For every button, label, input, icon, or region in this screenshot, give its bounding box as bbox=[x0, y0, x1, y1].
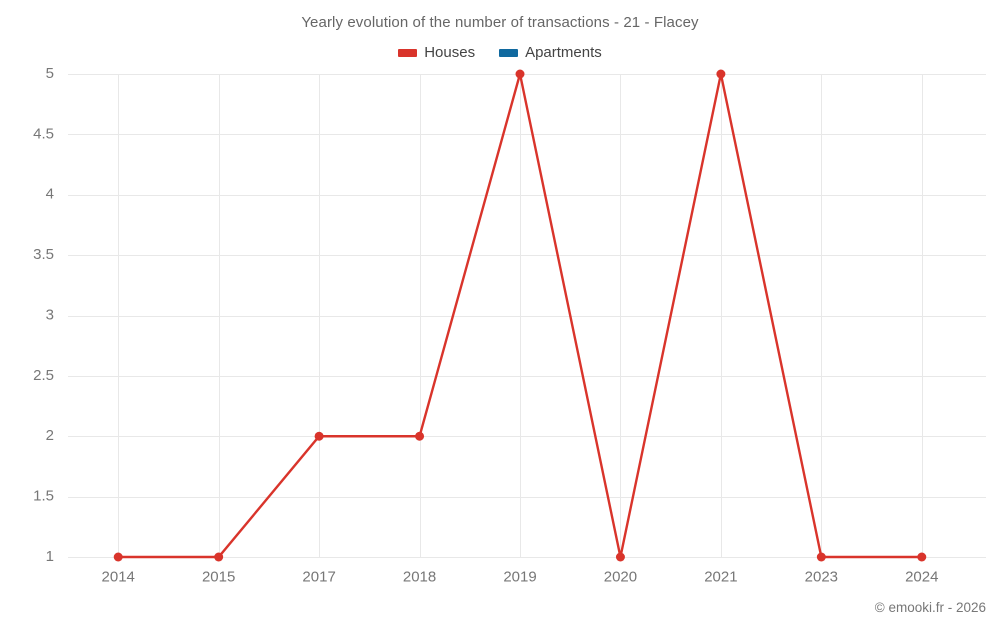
data-point-houses-2015[interactable] bbox=[214, 552, 224, 562]
data-point-houses-2017[interactable] bbox=[314, 431, 324, 441]
x-tick-label: 2023 bbox=[805, 568, 838, 585]
legend-swatch-houses bbox=[398, 48, 418, 57]
series-markers bbox=[113, 69, 927, 562]
x-tick-label: 2015 bbox=[202, 568, 235, 585]
y-tick-label: 2 bbox=[46, 427, 54, 444]
legend-item-houses[interactable]: Houses bbox=[398, 44, 475, 61]
data-point-houses-2014[interactable] bbox=[113, 552, 123, 562]
y-tick-label: 3.5 bbox=[33, 246, 54, 263]
y-tick-label: 2.5 bbox=[33, 367, 54, 384]
x-axis-tick-labels: 2014 2015 2017 2018 2019 2020 2021 2023 2024 bbox=[102, 568, 939, 585]
x-tick-label: 2014 bbox=[102, 568, 135, 585]
data-point-houses-2020[interactable] bbox=[615, 552, 625, 562]
data-point-houses-2018[interactable] bbox=[415, 431, 425, 441]
copyright-credit: © emooki.fr - 2026 bbox=[874, 600, 986, 615]
horizontal-gridlines bbox=[68, 74, 986, 558]
data-point-houses-2024[interactable] bbox=[917, 552, 927, 562]
legend-item-apartments[interactable]: Apartments bbox=[499, 44, 602, 61]
chart-title: Yearly evolution of the number of transa… bbox=[301, 14, 699, 31]
x-tick-label: 2024 bbox=[905, 568, 938, 585]
legend-label-apartments: Apartments bbox=[525, 44, 602, 61]
x-tick-label: 2018 bbox=[403, 568, 436, 585]
data-point-houses-2021[interactable] bbox=[716, 69, 726, 79]
y-tick-label: 5 bbox=[46, 65, 54, 82]
legend-label-houses: Houses bbox=[424, 44, 476, 61]
legend-swatch-apartments bbox=[499, 48, 519, 57]
x-tick-label: 2019 bbox=[503, 568, 536, 585]
x-tick-label: 2017 bbox=[302, 568, 335, 585]
y-axis-tick-labels: 1 1.5 2 2.5 3 3.5 4 4.5 5 bbox=[33, 65, 54, 565]
data-point-houses-2019[interactable] bbox=[515, 69, 525, 79]
data-point-houses-2023[interactable] bbox=[816, 552, 826, 562]
y-tick-label: 4.5 bbox=[33, 125, 54, 142]
y-tick-label: 1 bbox=[46, 548, 54, 565]
x-tick-label: 2021 bbox=[704, 568, 737, 585]
y-tick-label: 4 bbox=[46, 186, 54, 203]
chart-legend: Houses Apartments bbox=[0, 44, 1000, 61]
y-tick-label: 3 bbox=[46, 306, 54, 323]
vertical-gridlines bbox=[118, 74, 923, 557]
x-tick-label: 2020 bbox=[604, 568, 637, 585]
y-tick-label: 1.5 bbox=[33, 488, 54, 505]
